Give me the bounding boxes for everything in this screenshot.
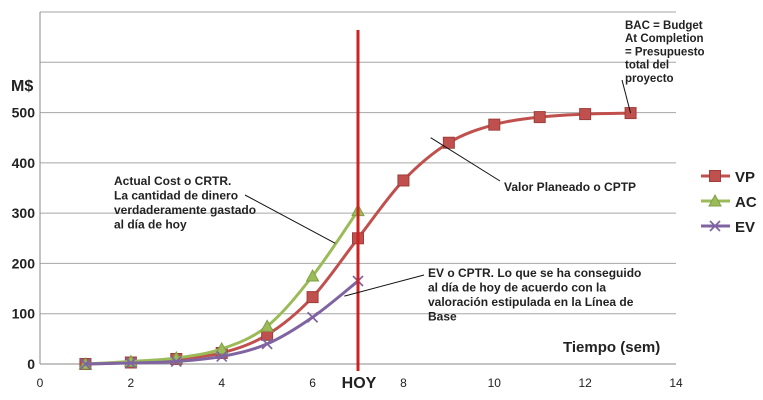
y-tick-label: 0 bbox=[27, 356, 35, 372]
legend-item-vp: VP bbox=[701, 169, 755, 186]
data-point-ev-stroke bbox=[216, 350, 228, 363]
x-tick-label: 4 bbox=[218, 376, 225, 390]
y-tick-label: 100 bbox=[12, 306, 36, 322]
annotation-line: La cantidad de dinero bbox=[114, 189, 238, 203]
data-point-ev bbox=[261, 338, 273, 350]
data-point-vp bbox=[533, 111, 546, 124]
annotation-line: total del bbox=[625, 60, 669, 72]
annotation-leader-ac bbox=[244, 194, 336, 244]
annotation-line: proyecto bbox=[625, 73, 674, 85]
today-layer: HOY bbox=[342, 30, 377, 392]
x-tick-label: 12 bbox=[578, 376, 592, 390]
data-point-ev bbox=[216, 350, 228, 363]
y-tick-label: 500 bbox=[12, 105, 36, 121]
data-point-vp bbox=[579, 108, 592, 121]
annotation-text-ev: EV o CPTR. Lo que se ha conseguido al día… bbox=[428, 266, 641, 324]
data-point-ev-stroke bbox=[170, 355, 182, 368]
legend-layer: VP AC EV bbox=[701, 169, 757, 236]
y-tick-label: 400 bbox=[12, 155, 36, 171]
legend-item-ev: EV bbox=[701, 219, 755, 236]
annotation-line: Base bbox=[428, 310, 457, 324]
annotation-bac: BAC = Budget At Completion = Presupuesto to… bbox=[621, 20, 705, 114]
x-axis-label: Tiempo (sem) bbox=[563, 339, 660, 356]
data-point-vp bbox=[442, 136, 455, 149]
data-point-ev-stroke bbox=[79, 358, 92, 370]
annotation-line: At Completion bbox=[625, 33, 704, 45]
annotation-text-vp: Valor Planeado o CPTP bbox=[504, 180, 636, 194]
data-point-vp bbox=[397, 174, 410, 187]
annotation-vp: Valor Planeado o CPTP bbox=[430, 137, 636, 194]
annotation-line: valoración estipulada en la Línea de bbox=[428, 295, 634, 309]
y-tick-label: 200 bbox=[12, 255, 36, 271]
x-tick-label: 2 bbox=[128, 376, 135, 390]
annotation-line: Actual Cost o CRTR. bbox=[114, 174, 231, 188]
annotation-line: al día de hoy bbox=[114, 218, 187, 232]
annotation-layer: BAC = Budget At Completion = Presupuesto to… bbox=[114, 20, 705, 324]
data-point-ev-stroke bbox=[261, 338, 273, 350]
legend-marker-ev-stroke bbox=[709, 220, 721, 232]
legend-label-ac: AC bbox=[735, 194, 757, 211]
data-point-ac bbox=[260, 319, 274, 332]
legend-marker-ev bbox=[709, 220, 721, 232]
data-point-ev-stroke bbox=[306, 311, 319, 323]
annotation-line: al día de hoy de acuerdo con la bbox=[428, 281, 606, 295]
legend-marker-vp bbox=[709, 170, 721, 182]
x-tick-label: 10 bbox=[488, 376, 502, 390]
data-point-ev bbox=[306, 311, 319, 323]
annotation-line: EV o CPTR. Lo que se ha conseguido bbox=[428, 266, 641, 280]
data-point-ac bbox=[214, 341, 229, 355]
x-tick-label: 8 bbox=[400, 376, 407, 390]
data-point-vp bbox=[488, 118, 501, 131]
data-point-ev bbox=[170, 355, 182, 368]
annotation-text-ac: Actual Cost o CRTR. La cantidad de dinero… bbox=[114, 174, 256, 232]
x-tick-label: 6 bbox=[309, 376, 316, 390]
annotation-line: Valor Planeado o CPTP bbox=[504, 180, 636, 194]
x-tick-label: 0 bbox=[37, 376, 44, 390]
annotation-leader-ev bbox=[344, 274, 425, 297]
data-point-vp bbox=[306, 291, 319, 304]
data-point-ev bbox=[79, 358, 92, 370]
annotation-leader-vp bbox=[430, 137, 501, 182]
data-point-ev bbox=[125, 357, 137, 369]
data-point-ev-stroke bbox=[125, 357, 137, 369]
annotation-text-bac: BAC = Budget At Completion = Presupuesto to… bbox=[625, 20, 705, 85]
legend-label-ev: EV bbox=[735, 219, 755, 236]
annotation-line: verdaderamente gastado bbox=[114, 203, 256, 217]
annotation-ac: Actual Cost o CRTR. La cantidad de dinero… bbox=[114, 174, 336, 244]
data-point-ac bbox=[305, 268, 320, 282]
annotation-ev: EV o CPTR. Lo que se ha conseguido al día… bbox=[344, 266, 641, 324]
today-label: HOY bbox=[342, 375, 377, 392]
y-axis-label: M$ bbox=[11, 78, 33, 95]
y-tick-label: 300 bbox=[12, 205, 36, 221]
annotation-line: = Presupuesto bbox=[625, 46, 705, 58]
annotation-line: BAC = Budget bbox=[625, 20, 703, 32]
legend-label-vp: VP bbox=[735, 169, 755, 186]
legend-item-ac: AC bbox=[701, 193, 757, 211]
annotation-leader-bac bbox=[621, 79, 632, 114]
legend-marker-ac bbox=[708, 193, 722, 207]
x-tick-label: 14 bbox=[669, 376, 683, 390]
